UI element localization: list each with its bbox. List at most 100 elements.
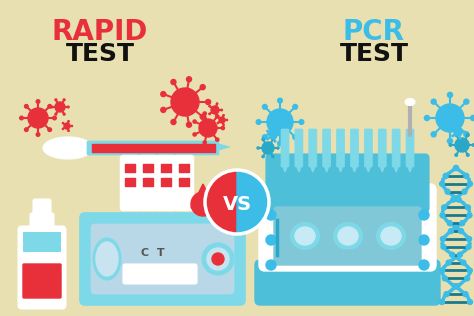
Circle shape xyxy=(227,119,228,120)
Circle shape xyxy=(68,130,69,131)
FancyBboxPatch shape xyxy=(392,129,400,167)
Circle shape xyxy=(72,125,73,126)
Circle shape xyxy=(203,141,206,144)
Circle shape xyxy=(466,236,472,241)
Circle shape xyxy=(200,114,205,119)
Circle shape xyxy=(431,132,436,137)
Circle shape xyxy=(171,80,176,84)
Circle shape xyxy=(466,154,469,156)
Text: C  T: C T xyxy=(141,248,165,258)
FancyBboxPatch shape xyxy=(91,224,234,294)
Circle shape xyxy=(48,128,52,131)
Ellipse shape xyxy=(405,99,415,106)
Ellipse shape xyxy=(291,223,319,249)
FancyBboxPatch shape xyxy=(123,264,197,284)
Circle shape xyxy=(223,124,224,125)
Circle shape xyxy=(207,248,229,270)
Circle shape xyxy=(462,189,467,194)
Circle shape xyxy=(63,99,65,101)
Polygon shape xyxy=(351,164,357,172)
Circle shape xyxy=(25,128,28,131)
FancyBboxPatch shape xyxy=(281,129,289,167)
Circle shape xyxy=(464,173,469,179)
Circle shape xyxy=(455,134,457,136)
FancyBboxPatch shape xyxy=(24,233,60,243)
Circle shape xyxy=(171,119,176,125)
FancyBboxPatch shape xyxy=(255,260,440,305)
Circle shape xyxy=(272,138,274,141)
Circle shape xyxy=(457,252,462,257)
Circle shape xyxy=(161,92,166,97)
Circle shape xyxy=(458,228,464,234)
Circle shape xyxy=(216,116,218,117)
Circle shape xyxy=(467,181,473,186)
Polygon shape xyxy=(407,164,413,172)
FancyBboxPatch shape xyxy=(80,213,245,305)
Text: TEST: TEST xyxy=(339,42,409,66)
Circle shape xyxy=(262,142,274,154)
Polygon shape xyxy=(324,164,329,172)
FancyBboxPatch shape xyxy=(365,129,373,167)
FancyBboxPatch shape xyxy=(175,156,193,210)
Circle shape xyxy=(277,147,279,149)
Circle shape xyxy=(454,166,458,171)
Circle shape xyxy=(450,252,455,257)
Circle shape xyxy=(221,109,222,111)
Ellipse shape xyxy=(295,227,315,245)
Circle shape xyxy=(223,115,224,116)
Circle shape xyxy=(267,131,268,132)
Circle shape xyxy=(454,128,462,136)
Circle shape xyxy=(451,197,456,202)
FancyBboxPatch shape xyxy=(309,129,317,167)
Wedge shape xyxy=(237,170,269,234)
Circle shape xyxy=(459,125,461,126)
Ellipse shape xyxy=(381,227,401,245)
Circle shape xyxy=(442,276,447,281)
Circle shape xyxy=(219,117,225,123)
Circle shape xyxy=(263,105,267,109)
Polygon shape xyxy=(379,164,385,172)
Circle shape xyxy=(269,131,277,139)
Circle shape xyxy=(191,192,215,216)
FancyBboxPatch shape xyxy=(87,141,219,155)
FancyBboxPatch shape xyxy=(274,207,421,265)
Ellipse shape xyxy=(377,223,405,249)
Circle shape xyxy=(219,216,227,224)
Circle shape xyxy=(279,134,280,136)
FancyBboxPatch shape xyxy=(33,199,51,221)
Circle shape xyxy=(452,127,453,129)
Circle shape xyxy=(419,235,429,245)
Circle shape xyxy=(466,244,471,249)
FancyBboxPatch shape xyxy=(295,129,303,167)
Circle shape xyxy=(439,300,445,305)
Circle shape xyxy=(455,138,469,152)
Circle shape xyxy=(55,102,65,112)
Circle shape xyxy=(445,189,450,194)
Circle shape xyxy=(51,106,53,108)
Polygon shape xyxy=(282,164,288,172)
Circle shape xyxy=(64,123,70,129)
Ellipse shape xyxy=(334,223,362,249)
Circle shape xyxy=(216,115,219,118)
Circle shape xyxy=(278,141,283,146)
Circle shape xyxy=(464,132,469,137)
Circle shape xyxy=(209,113,210,115)
Ellipse shape xyxy=(93,238,121,280)
Circle shape xyxy=(211,106,219,114)
FancyBboxPatch shape xyxy=(157,156,175,210)
Circle shape xyxy=(68,121,69,122)
Circle shape xyxy=(256,120,261,124)
Circle shape xyxy=(463,292,468,297)
Circle shape xyxy=(63,123,64,124)
FancyBboxPatch shape xyxy=(23,264,61,298)
Circle shape xyxy=(209,106,210,107)
Circle shape xyxy=(465,205,470,210)
Circle shape xyxy=(448,228,454,234)
FancyBboxPatch shape xyxy=(309,250,386,260)
Polygon shape xyxy=(191,184,215,208)
Circle shape xyxy=(424,115,429,120)
FancyBboxPatch shape xyxy=(378,129,386,167)
Circle shape xyxy=(266,210,276,220)
FancyBboxPatch shape xyxy=(18,226,66,309)
Circle shape xyxy=(263,135,267,139)
